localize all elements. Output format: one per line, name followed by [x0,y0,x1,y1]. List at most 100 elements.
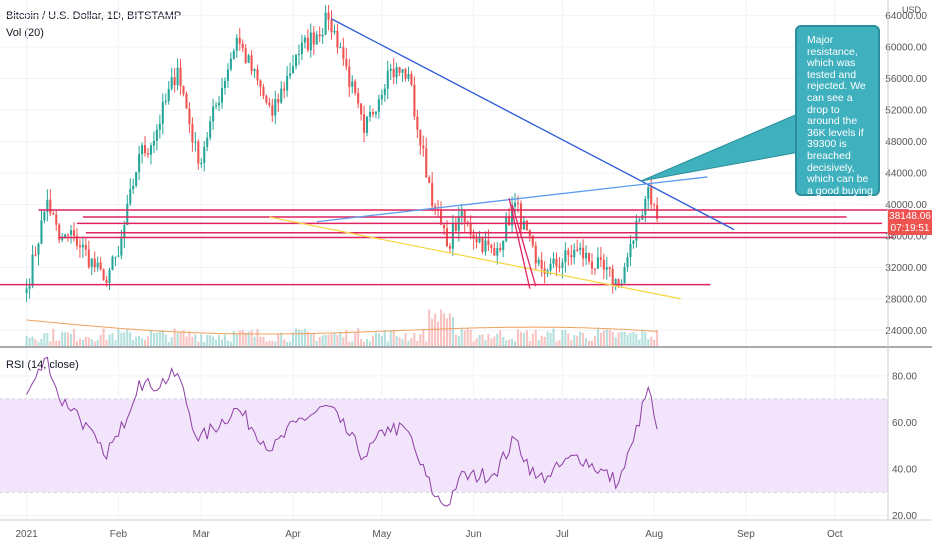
volume-bar [321,335,324,346]
candle-body [413,84,416,117]
candle-body [392,68,395,78]
candle-body [191,124,194,143]
volume-bar [644,331,647,346]
volume-bar [534,329,537,346]
volume-bar [383,330,386,346]
candle-body [28,286,31,289]
candle-body [582,247,585,259]
volume-bar [442,313,446,346]
candle-body [315,34,318,45]
volume-bar [49,341,52,346]
volume-bar [555,341,558,346]
volume-bar [395,335,398,346]
volume-bar [203,341,206,346]
candle-body [499,248,502,251]
volume-bar [31,336,34,346]
volume-bar [549,332,552,346]
volume-bar [241,329,244,346]
volume-bar [146,336,150,346]
volume-bar [333,333,336,346]
volume-bar [522,332,525,346]
candle-body [167,88,170,102]
currency-label: USD [902,5,922,15]
volume-bar [475,338,478,346]
candle-body [72,230,76,236]
candle-body [49,199,52,214]
candle-body [363,114,366,133]
candle-body [300,42,303,55]
volume-bar [546,331,549,346]
volume-bar [404,333,407,346]
candle-body [389,68,392,71]
volume-bar [351,341,354,346]
volume-bar [431,318,434,346]
candle-body [84,244,87,250]
candle-body [590,261,594,269]
candle-body [93,258,96,268]
volume-bar [194,334,197,346]
candle-body [43,211,46,221]
volume-bar [235,334,238,346]
trendlines [269,18,735,300]
candle-body [265,95,268,103]
volume-bar [226,340,229,346]
volume-bar [28,337,31,346]
candle-body [404,69,407,79]
candle-body [303,37,306,43]
volume-bar [419,334,422,346]
volume-bar [487,333,490,346]
candle-body [105,279,108,283]
candle-body [87,249,90,268]
volume-bar [218,335,221,346]
rsi-line [26,356,658,507]
volume-indicator-label[interactable]: Vol (20) [6,27,44,39]
volume-bar [164,334,167,346]
candle-body [516,202,520,204]
date-tick-label: 2021 [16,529,39,540]
candle-body [241,43,244,49]
volume-bar [277,333,280,346]
volume-bar [55,340,58,346]
candle-body [318,34,321,37]
volume-bar [357,328,360,346]
annotation-callout[interactable]: Major resistance, which was tested and r… [795,25,880,208]
candle-body [354,81,357,93]
volume-bar [647,339,650,346]
candle-body [579,247,582,251]
candle-body [398,67,401,73]
volume-bar [416,340,419,346]
date-tick-label: Aug [645,529,663,540]
volume-bar [215,339,218,346]
price-tick-label: 32000.00 [885,263,927,274]
candle-body [602,259,605,270]
candle-body [173,77,176,86]
candle-body [286,75,289,91]
candle-body [212,106,215,122]
volume-bar [212,336,215,346]
volume-bar [629,333,632,346]
candle-body [126,203,129,226]
candle-body [487,240,490,246]
volume-bar [516,329,520,346]
candle-body [96,262,99,268]
candle-body [502,240,505,251]
candle-body [117,255,120,257]
candle-body [268,102,271,106]
candle-body [588,252,591,262]
volume-bar [422,329,425,346]
volume-bar [176,332,179,346]
volume-bar [638,339,641,346]
volume-bar [99,334,102,346]
candle-body [336,30,339,48]
candle-body [366,116,369,133]
volume-bar [297,329,300,346]
candle-body [176,67,179,86]
candle-body [567,250,570,255]
volume-bar [363,341,366,346]
price-tick-label: 60000.00 [885,43,927,54]
candle-body [232,50,235,59]
volume-bar [250,330,253,346]
candle-body [656,205,659,220]
candle-body [407,73,410,79]
